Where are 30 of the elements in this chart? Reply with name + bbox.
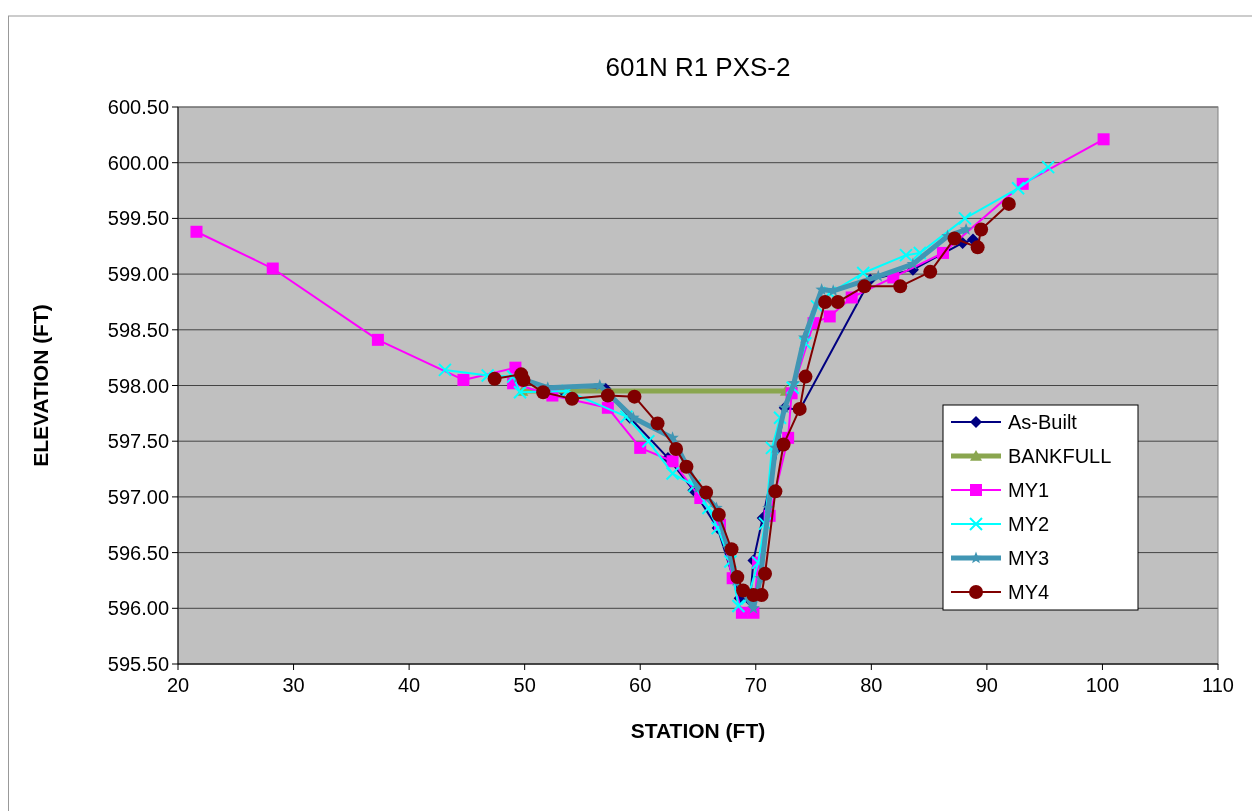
y-tick-label: 597.50	[107, 430, 169, 453]
y-tick-label: 600.50	[107, 96, 169, 118]
x-tick-label: 110	[1202, 674, 1234, 696]
x-tick-label: 30	[282, 674, 305, 696]
legend-label: BANKFULL	[1008, 445, 1112, 467]
x-tick-label: 60	[629, 674, 652, 696]
y-tick-label: 596.00	[107, 597, 169, 620]
legend-label: MY2	[1008, 513, 1050, 535]
y-tick-label: 598.50	[107, 318, 169, 341]
chart-title: 601N R1 PXS-2	[605, 52, 791, 82]
legend-label: As-Built	[1008, 411, 1078, 433]
legend-label: MY4	[1008, 581, 1050, 603]
x-tick-label: 90	[975, 674, 999, 696]
x-tick-label: 50	[513, 674, 536, 696]
y-tick-label: 598.00	[107, 374, 169, 397]
x-tick-label: 70	[744, 674, 767, 696]
x-tick-label: 40	[397, 674, 421, 696]
y-tick-label: 599.50	[107, 207, 169, 230]
x-tick-label: 100	[1085, 674, 1120, 696]
y-tick-label: 596.50	[107, 541, 169, 564]
y-tick-label: 597.00	[107, 485, 169, 508]
legend-label: MY3	[1008, 547, 1050, 569]
y-tick-label: 599.00	[107, 263, 169, 286]
x-tick-label: 80	[860, 674, 883, 696]
legend-label: MY1	[1008, 479, 1050, 501]
x-tick-label: 20	[166, 674, 190, 696]
y-tick-label: 600.00	[107, 151, 169, 174]
y-axis-title: ELEVATION (FT)	[29, 304, 52, 467]
x-axis-title: STATION (FT)	[630, 719, 766, 742]
y-tick-label: 595.50	[107, 653, 169, 675]
